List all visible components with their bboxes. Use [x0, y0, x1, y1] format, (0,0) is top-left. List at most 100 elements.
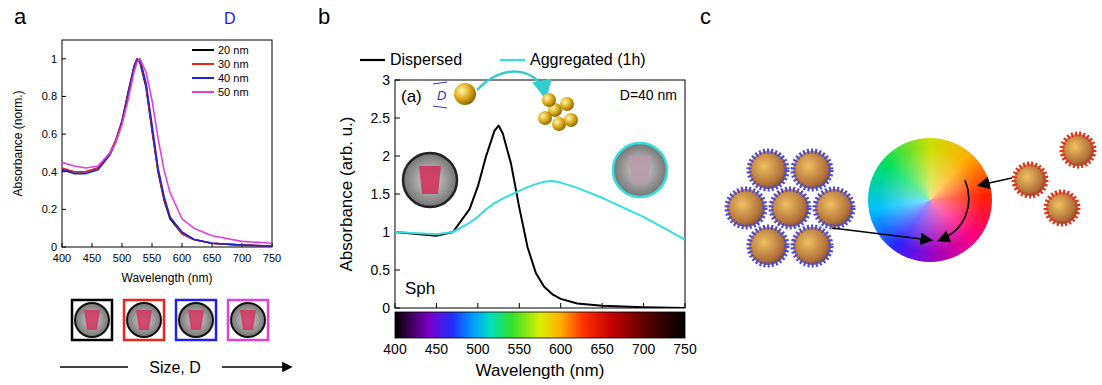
series-line [62, 59, 272, 246]
arrow [832, 228, 930, 240]
nanoparticle [1062, 134, 1094, 166]
legend-label: 50 nm [218, 86, 249, 98]
annotation: (a) [401, 87, 422, 106]
size-bar [433, 106, 447, 108]
legend-label: Aggregated (1h) [530, 51, 646, 68]
series-line [395, 126, 685, 308]
y-tick [62, 134, 66, 135]
y-tick [62, 58, 66, 59]
nanoparticle [454, 83, 476, 105]
color-wheel [868, 138, 992, 262]
x-tick [519, 303, 520, 308]
vial [629, 156, 651, 184]
legend-swatch [192, 49, 214, 51]
series-group [395, 126, 685, 308]
y-tick [62, 247, 66, 248]
chart-1: 40045050055060065070075000.511.522.53Wav… [337, 51, 697, 380]
series-line [62, 59, 272, 243]
legend-label: 20 nm [218, 44, 249, 56]
y-tick-label: 0.6 [42, 128, 57, 140]
chart-0: 40045050055060065070075000.20.40.60.81Wa… [11, 10, 290, 376]
y-tick-label: 1 [51, 53, 57, 65]
x-tick [477, 303, 478, 308]
vial-photo [75, 303, 109, 337]
y-tick-label: 3 [382, 72, 390, 88]
y-tick [395, 80, 400, 81]
x-tick [395, 303, 396, 308]
vial [84, 310, 100, 330]
aggregation-arrow [477, 71, 545, 95]
x-tick-label: 500 [466, 341, 490, 357]
y-tick [395, 308, 400, 309]
x-tick-label: 450 [425, 341, 449, 357]
x-tick [182, 243, 183, 247]
x-tick-label: 650 [203, 252, 221, 264]
legend-swatch [500, 59, 525, 61]
annotation: D [437, 88, 446, 103]
nanoparticle [793, 151, 831, 189]
x-axis-title: Wavelength (nm) [122, 271, 213, 285]
x-tick [436, 303, 437, 308]
y-tick [395, 156, 400, 157]
x-tick-label: 700 [632, 341, 656, 357]
y-axis-title: Absorbance (norm.) [11, 90, 25, 196]
legend-label: 30 nm [218, 58, 249, 70]
figure: {"panel_labels": ["a", "b", "c"], "chart… [0, 0, 1102, 385]
panel-c-diagram [727, 134, 1094, 265]
y-tick-label: 2 [382, 148, 390, 164]
nanoparticle [793, 227, 831, 265]
x-tick-label: 600 [549, 341, 573, 357]
x-tick-label: 650 [590, 341, 614, 357]
vial [419, 166, 441, 194]
legend-title: D [224, 10, 236, 27]
legend-swatch [360, 59, 385, 61]
nanoparticle [815, 189, 853, 227]
plot-frame [395, 80, 685, 308]
vial [188, 310, 204, 330]
x-tick-label: 750 [673, 341, 697, 357]
vial-box [72, 300, 112, 340]
vial-photo [403, 153, 457, 207]
x-tick-label: 550 [143, 252, 161, 264]
vial-photo [127, 303, 161, 337]
x-tick [62, 243, 63, 247]
vial [136, 310, 152, 330]
legend-swatch [192, 77, 214, 79]
annotation: D=40 nm [620, 87, 677, 103]
size-label: Size, D [149, 359, 201, 376]
size-arrow [222, 366, 290, 367]
nanoparticle [1014, 164, 1046, 196]
panel-label: c [700, 4, 711, 29]
vial [240, 310, 256, 330]
series-group [62, 59, 272, 246]
aggregate-particle [542, 93, 556, 107]
nanoparticle [749, 151, 787, 189]
y-tick [62, 209, 66, 210]
size-bar [433, 82, 447, 84]
x-tick-label: 400 [53, 252, 71, 264]
y-tick [395, 194, 400, 195]
nanoparticle [1046, 192, 1078, 224]
x-tick [92, 243, 93, 247]
annotation: Sph [405, 279, 435, 298]
nanoparticle [727, 189, 765, 227]
vial-box [228, 300, 268, 340]
x-tick-label: 500 [113, 252, 131, 264]
plot-frame [62, 40, 272, 247]
y-tick-label: 0 [382, 300, 390, 316]
y-tick-label: 1 [382, 224, 390, 240]
y-tick [62, 96, 66, 97]
nanoparticle [771, 189, 809, 227]
x-tick-label: 750 [263, 252, 281, 264]
y-tick-label: 2.5 [371, 110, 391, 126]
y-tick-label: 1.5 [371, 186, 391, 202]
y-tick [395, 118, 400, 119]
spectrum-bar [395, 312, 685, 338]
x-tick [560, 303, 561, 308]
x-tick-label: 550 [508, 341, 532, 357]
y-tick-label: 0 [51, 241, 57, 253]
legend-label: 40 nm [218, 72, 249, 84]
aggregate-particle [552, 117, 566, 131]
vial-box [176, 300, 216, 340]
y-tick-label: 0.4 [42, 166, 57, 178]
